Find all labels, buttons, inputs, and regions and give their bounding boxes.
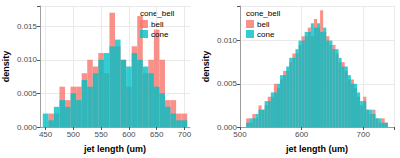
svg-text:cone: cone	[257, 30, 275, 39]
svg-text:cone_bell: cone_bell	[246, 9, 280, 18]
svg-text:density: density	[1, 51, 11, 83]
svg-text:650: 650	[150, 130, 164, 139]
svg-text:700: 700	[357, 130, 371, 139]
svg-text:0.000: 0.000	[17, 123, 38, 132]
svg-text:0.000: 0.000	[217, 122, 237, 132]
svg-text:0.015: 0.015	[17, 22, 38, 31]
svg-text:jet length (um): jet length (um)	[285, 144, 348, 154]
svg-text:jet length (um): jet length (um)	[83, 144, 146, 154]
svg-text:500: 500	[233, 130, 247, 139]
svg-text:500: 500	[67, 130, 81, 139]
svg-text:bell: bell	[151, 20, 164, 29]
svg-text:0.005: 0.005	[17, 89, 38, 98]
svg-text:0.010: 0.010	[217, 36, 238, 45]
svg-text:700: 700	[178, 130, 192, 139]
svg-text:cone: cone	[151, 30, 169, 39]
svg-text:0.005: 0.005	[217, 79, 238, 88]
svg-text:bell: bell	[257, 20, 270, 29]
svg-text:600: 600	[122, 130, 136, 139]
svg-text:density: density	[201, 51, 211, 83]
svg-text:0.010: 0.010	[17, 55, 38, 64]
svg-text:cone_bell: cone_bell	[140, 9, 174, 18]
svg-text:600: 600	[295, 130, 309, 139]
svg-text:550: 550	[94, 130, 108, 139]
svg-text:450: 450	[39, 130, 53, 139]
